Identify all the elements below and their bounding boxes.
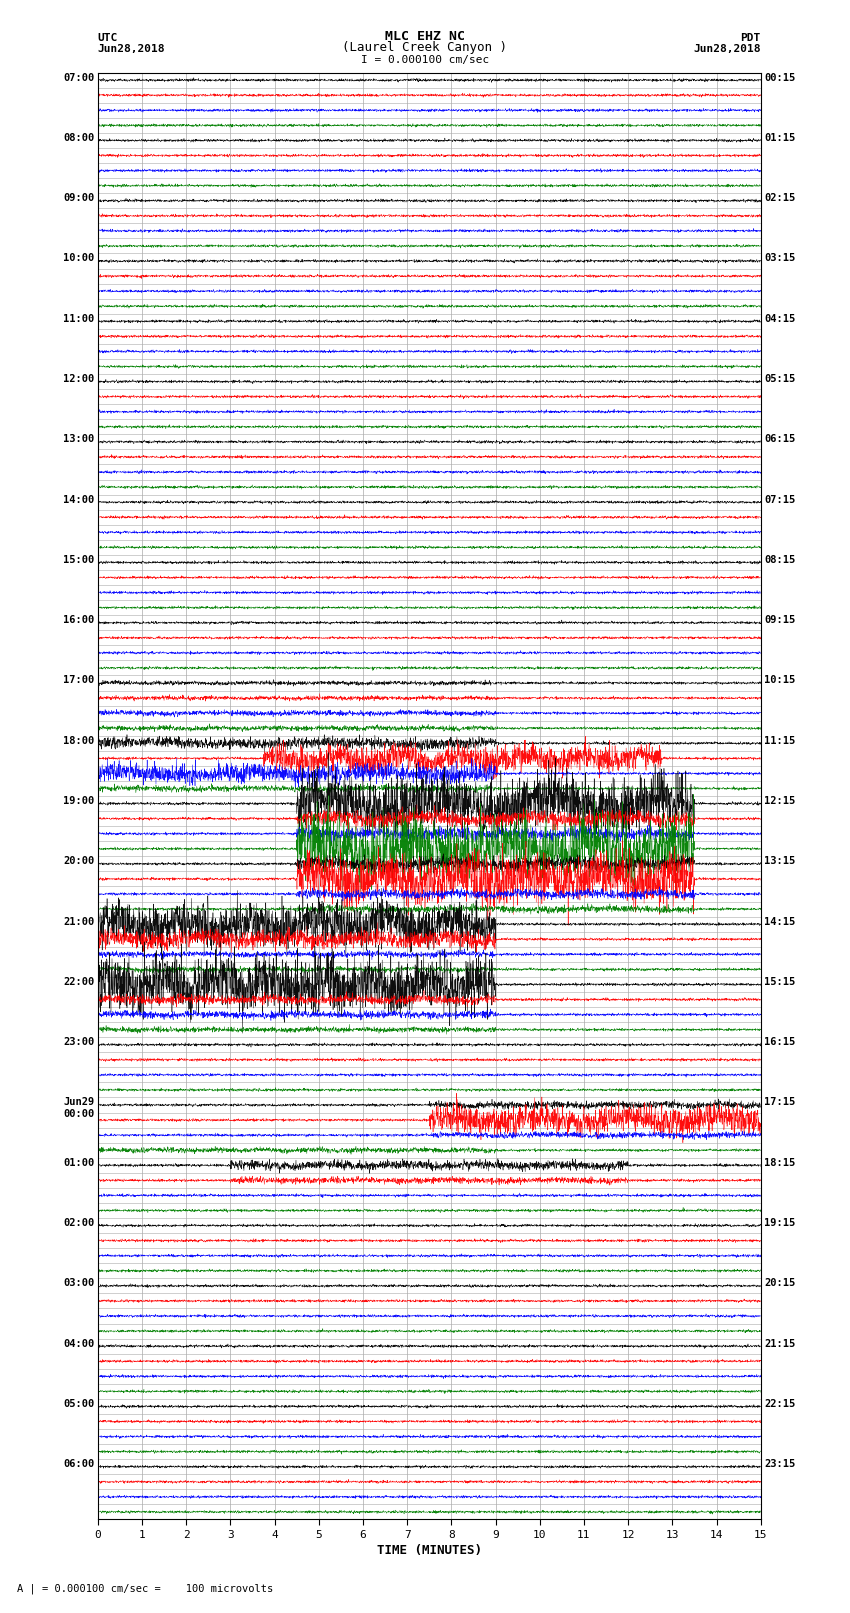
Text: 02:15: 02:15 — [764, 194, 796, 203]
Text: 13:15: 13:15 — [764, 857, 796, 866]
X-axis label: TIME (MINUTES): TIME (MINUTES) — [377, 1544, 482, 1557]
Text: 22:00: 22:00 — [63, 977, 94, 987]
Text: Jun28,2018: Jun28,2018 — [694, 44, 761, 53]
Text: 10:00: 10:00 — [63, 253, 94, 263]
Text: 01:00: 01:00 — [63, 1158, 94, 1168]
Text: 06:15: 06:15 — [764, 434, 796, 444]
Text: 21:15: 21:15 — [764, 1339, 796, 1348]
Text: 16:00: 16:00 — [63, 615, 94, 626]
Text: 09:00: 09:00 — [63, 194, 94, 203]
Text: 17:15: 17:15 — [764, 1097, 796, 1108]
Text: 00:15: 00:15 — [764, 73, 796, 82]
Text: 23:15: 23:15 — [764, 1460, 796, 1469]
Text: 05:00: 05:00 — [63, 1398, 94, 1408]
Text: Jun29
00:00: Jun29 00:00 — [63, 1097, 94, 1119]
Text: UTC: UTC — [98, 32, 118, 44]
Text: 03:00: 03:00 — [63, 1277, 94, 1289]
Text: Jun28,2018: Jun28,2018 — [98, 44, 165, 53]
Text: 14:00: 14:00 — [63, 495, 94, 505]
Text: 11:15: 11:15 — [764, 736, 796, 745]
Text: MLC EHZ NC: MLC EHZ NC — [385, 29, 465, 44]
Text: 18:00: 18:00 — [63, 736, 94, 745]
Text: 04:15: 04:15 — [764, 315, 796, 324]
Text: 18:15: 18:15 — [764, 1158, 796, 1168]
Text: PDT: PDT — [740, 32, 761, 44]
Text: 08:15: 08:15 — [764, 555, 796, 565]
Text: 09:15: 09:15 — [764, 615, 796, 626]
Text: A | = 0.000100 cm/sec =    100 microvolts: A | = 0.000100 cm/sec = 100 microvolts — [17, 1582, 273, 1594]
Text: (Laurel Creek Canyon ): (Laurel Creek Canyon ) — [343, 40, 507, 53]
Text: 04:00: 04:00 — [63, 1339, 94, 1348]
Text: 12:15: 12:15 — [764, 797, 796, 806]
Text: 05:15: 05:15 — [764, 374, 796, 384]
Text: 10:15: 10:15 — [764, 676, 796, 686]
Text: 06:00: 06:00 — [63, 1460, 94, 1469]
Text: 11:00: 11:00 — [63, 315, 94, 324]
Text: 16:15: 16:15 — [764, 1037, 796, 1047]
Text: 21:00: 21:00 — [63, 916, 94, 926]
Text: 01:15: 01:15 — [764, 132, 796, 144]
Text: 03:15: 03:15 — [764, 253, 796, 263]
Text: I = 0.000100 cm/sec: I = 0.000100 cm/sec — [361, 55, 489, 65]
Text: 22:15: 22:15 — [764, 1398, 796, 1408]
Text: 02:00: 02:00 — [63, 1218, 94, 1227]
Text: 20:00: 20:00 — [63, 857, 94, 866]
Text: 23:00: 23:00 — [63, 1037, 94, 1047]
Text: 15:00: 15:00 — [63, 555, 94, 565]
Text: 07:00: 07:00 — [63, 73, 94, 82]
Text: 08:00: 08:00 — [63, 132, 94, 144]
Text: 12:00: 12:00 — [63, 374, 94, 384]
Text: 07:15: 07:15 — [764, 495, 796, 505]
Text: 19:15: 19:15 — [764, 1218, 796, 1227]
Text: 19:00: 19:00 — [63, 797, 94, 806]
Text: 13:00: 13:00 — [63, 434, 94, 444]
Text: 15:15: 15:15 — [764, 977, 796, 987]
Text: 20:15: 20:15 — [764, 1277, 796, 1289]
Text: 14:15: 14:15 — [764, 916, 796, 926]
Text: 17:00: 17:00 — [63, 676, 94, 686]
